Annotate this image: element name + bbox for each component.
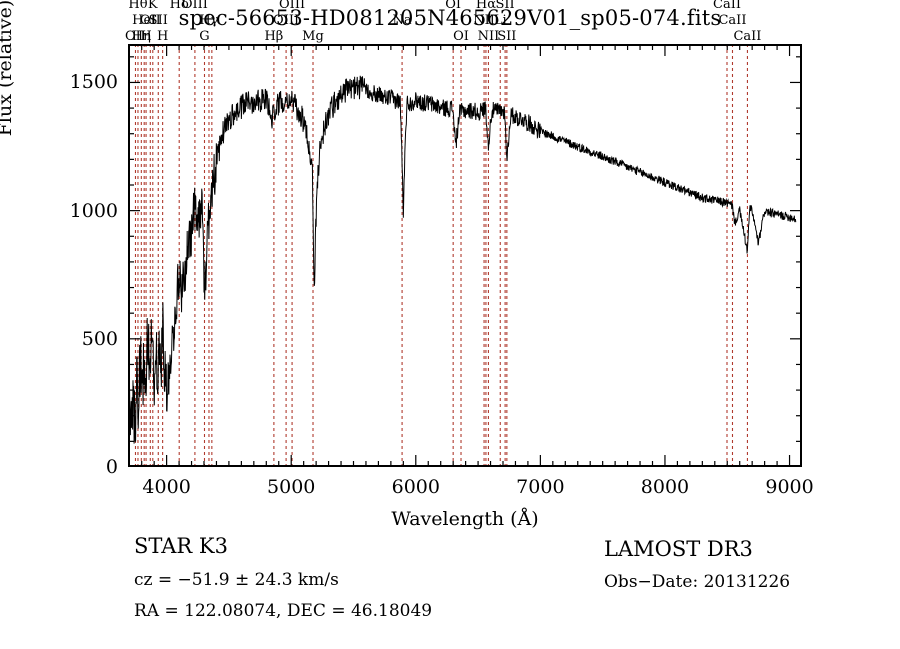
spectral-line-label: NII xyxy=(477,29,500,44)
spectral-line-label: H xyxy=(156,29,169,44)
y-tick-label: 1000 xyxy=(69,199,118,222)
plot-frame xyxy=(128,44,802,467)
x-tick-label: 8000 xyxy=(640,476,690,498)
page-title: spec-56653-HD081205N465629V01_sp05-074.f… xyxy=(178,6,722,30)
y-axis-label: Flux (relative) xyxy=(0,0,16,137)
y-tick-label: 500 xyxy=(81,327,118,350)
x-axis-label: Wavelength (Å) xyxy=(391,508,539,530)
y-tick-label: 1500 xyxy=(69,71,118,94)
spectral-line-label: OII xyxy=(125,29,146,44)
x-tick-label: 9000 xyxy=(765,476,814,498)
spectral-line-label: Mg xyxy=(302,29,324,44)
x-tick-label: 7000 xyxy=(516,476,565,498)
spectral-line-label: OI xyxy=(453,29,469,44)
x-tick-label: 6000 xyxy=(391,476,440,498)
x-tick-label: 5000 xyxy=(267,476,316,498)
y-tick-label: 0 xyxy=(105,456,118,478)
spectral-line-label: G xyxy=(199,29,210,44)
survey-name-text: LAMOST DR3 xyxy=(604,537,753,561)
spectral-line-label: Hη xyxy=(131,29,151,44)
spectral-line-label: Hβ xyxy=(264,29,284,44)
coordinates-text: RA = 122.08074, DEC = 46.18049 xyxy=(134,601,433,621)
spectral-line-label: CaII xyxy=(733,29,762,44)
obs-date-text: Obs−Date: 20131226 xyxy=(604,572,791,592)
spectral-line-label: SII xyxy=(497,29,517,44)
spectral-line-label: H xyxy=(140,29,152,44)
object-class-text: STAR K3 xyxy=(134,534,228,558)
redshift-velocity-text: cz = −51.9 ± 24.3 km/s xyxy=(134,570,339,590)
spectral-line-markers xyxy=(128,44,802,467)
x-tick-label: 4000 xyxy=(142,476,191,498)
spectrum-plot xyxy=(128,44,802,467)
spectrum-trace xyxy=(128,44,802,467)
